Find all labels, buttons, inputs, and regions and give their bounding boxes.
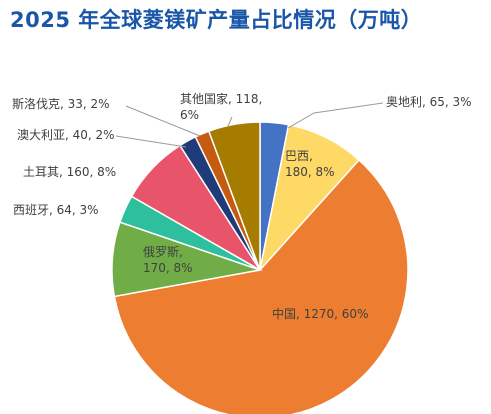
data-label-9-line-1: 其他国家, 118,	[180, 91, 262, 106]
leader-line-8	[125, 105, 201, 137]
data-label-7: 澳大利亚, 40, 2%	[17, 128, 115, 142]
data-label-8: 斯洛伐克, 33, 2%	[12, 96, 110, 111]
data-label-3: 中国, 1270, 60%	[272, 306, 368, 321]
data-label-5: 西班牙, 64, 3%	[13, 203, 99, 217]
leader-line-9	[227, 116, 233, 127]
data-label-4-line-2: 170, 8%	[143, 261, 193, 275]
data-label-8-line-1: 斯洛伐克, 33, 2%	[12, 96, 110, 111]
data-label-9: 其他国家, 118, 6%	[180, 91, 262, 122]
data-label-1-line-1: 奥地利, 65, 3%	[386, 95, 472, 109]
data-label-7-line-1: 澳大利亚, 40, 2%	[17, 128, 115, 142]
data-label-2-line-2: 180, 8%	[285, 165, 335, 179]
pie-slice-9	[207, 121, 261, 271]
data-label-3-line-1: 中国, 1270, 60%	[272, 306, 368, 321]
data-label-1: 奥地利, 65, 3%	[386, 95, 472, 109]
data-label-2-line-1: 巴西,	[285, 149, 313, 163]
leader-line-7	[115, 135, 187, 148]
data-label-6-line-1: 土耳其, 160, 8%	[23, 165, 116, 179]
data-label-6: 土耳其, 160, 8%	[23, 165, 116, 179]
data-label-5-line-1: 西班牙, 64, 3%	[13, 203, 99, 217]
leader-line-1	[287, 102, 384, 129]
data-label-4-line-1: 俄罗斯,	[143, 245, 183, 259]
data-label-2: 巴西, 180, 8%	[285, 149, 335, 179]
chart-title: 2025 年全球菱镁矿产量占比情况（万吨）	[10, 8, 423, 32]
pie-slice-3	[113, 158, 409, 414]
data-label-9-line-2: 6%	[180, 108, 199, 122]
data-label-4: 俄罗斯, 170, 8%	[143, 245, 193, 275]
